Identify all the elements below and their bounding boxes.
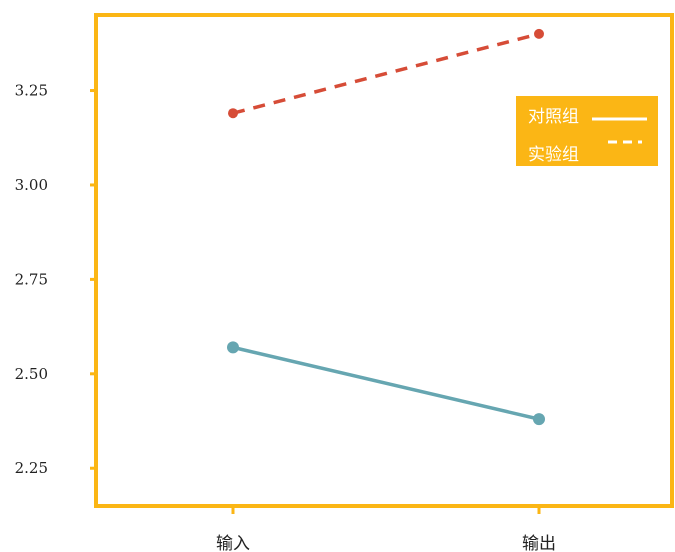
- data-point: [534, 28, 544, 39]
- y-tick-label: 2.50: [15, 365, 48, 383]
- y-tick-label: 3.25: [15, 82, 48, 100]
- data-point: [533, 413, 545, 426]
- legend: 对照组 实验组: [516, 96, 658, 166]
- data-point: [228, 108, 238, 119]
- y-tick-label: 2.75: [15, 270, 48, 288]
- series-line-0: [232, 345, 540, 421]
- plot-frame: [94, 13, 674, 508]
- y-axis: 2.25 2.50 2.75 3.00 3.25: [15, 82, 96, 477]
- series-line-1: [232, 32, 540, 115]
- legend-label-experiment: 实验组: [528, 145, 579, 165]
- x-tick-label: 输出: [522, 534, 556, 552]
- y-tick-label: 2.25: [15, 459, 48, 477]
- x-tick-label: 输入: [216, 534, 250, 552]
- x-axis: 输入 输出: [216, 506, 556, 552]
- y-tick-label: 3.00: [15, 176, 48, 194]
- plot-frame-group: 2.25 2.50 2.75 3.00 3.25 输入 输出: [15, 13, 674, 552]
- series-layer: [227, 28, 545, 426]
- legend-background: [516, 96, 658, 166]
- legend-label-control: 对照组: [528, 107, 579, 127]
- data-point: [227, 341, 239, 354]
